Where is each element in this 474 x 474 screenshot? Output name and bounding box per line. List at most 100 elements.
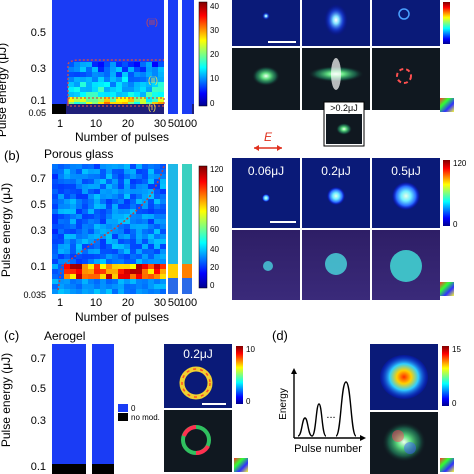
panel-b-heat-cell <box>160 179 166 184</box>
panel-d: (d) Energy Pulse number ... 15 0 <box>272 328 461 474</box>
panel-a-heat-cell <box>128 67 134 72</box>
panel-b-title: Porous glass <box>44 147 113 161</box>
panel-b-heat-cell <box>106 184 112 189</box>
panel-b-heat-cell <box>160 164 166 169</box>
panel-b-heat-cell <box>100 214 106 219</box>
panel-b-heat-cell <box>154 274 160 279</box>
panel-b-heat-cell <box>106 269 112 274</box>
panel-b-cbar-tick: 80 <box>210 205 219 214</box>
panel-b-heat-cell <box>142 249 148 254</box>
panel-b-heat-cell <box>124 269 130 274</box>
panel-b-heat-cell <box>154 284 160 289</box>
panel-b-heat-cell <box>82 169 88 174</box>
panel-b-heat-cell <box>154 204 160 209</box>
panel-b-heat-cell <box>112 264 118 269</box>
panel-b-heat-cell <box>58 244 64 249</box>
panel-a-heat-cell <box>122 97 128 102</box>
panel-c-heatmap-left <box>52 344 86 474</box>
panel-b-threshold-curve <box>57 165 165 291</box>
panel-b-xlabel: Number of pulses <box>75 310 169 324</box>
panel-b-heat-cell <box>118 199 124 204</box>
panel-b-heat-cell <box>88 264 94 269</box>
panel-a-image-2-spot <box>324 4 348 36</box>
panel-c-image-label: 0.2μJ <box>183 347 213 361</box>
panel-b-heat-cell <box>82 179 88 184</box>
panel-b-heat-cell <box>100 179 106 184</box>
panel-b-heat-cell <box>136 244 142 249</box>
panel-b-heat-cell <box>112 179 118 184</box>
panel-b-heat-cell <box>130 164 136 169</box>
panel-b-heat-cell <box>70 219 76 224</box>
panel-b-heat-cell <box>88 204 94 209</box>
panel-b-heat-cell <box>148 284 154 289</box>
panel-b-heat-cell <box>130 284 136 289</box>
panel-a-cbar-tick: 0 <box>210 99 215 108</box>
panel-a-heat-cell <box>128 72 134 77</box>
panel-b-heat-cell <box>142 269 148 274</box>
panel-b-heat-cell <box>70 234 76 239</box>
panel-b-cbar-tick: 60 <box>210 225 219 234</box>
panel-b-heat-cell <box>106 204 112 209</box>
panel-b-heat-cell <box>112 289 118 294</box>
panel-b-heat-cell <box>100 169 106 174</box>
panel-b-heat-cell <box>52 244 58 249</box>
panel-b-heat-cell <box>160 174 166 179</box>
panel-b-heat-cell <box>76 194 82 199</box>
panel-b-colorbar <box>198 165 208 289</box>
panel-b-heat-cell <box>136 259 142 264</box>
panel-b-heat-cell <box>70 179 76 184</box>
panel-b-heat-cell <box>76 274 82 279</box>
panel-b-heat-cell <box>64 169 70 174</box>
panel-a-heat-cell <box>146 87 152 92</box>
panel-b-heat-cell <box>88 184 94 189</box>
panel-b-heat-cell <box>112 169 118 174</box>
panel-b-heat-cell <box>58 224 64 229</box>
panel-b-heat-cell <box>136 279 142 284</box>
panel-a-heat-cell <box>86 82 92 87</box>
panel-d-image-2-red <box>392 430 404 442</box>
panel-a-heat-cell <box>92 82 98 87</box>
panel-a-heat-cell <box>134 82 140 87</box>
panel-b-heat-cell <box>160 184 166 189</box>
panel-b-heat-cell <box>88 164 94 169</box>
panel-a-heat-cell <box>134 62 140 67</box>
panel-a-heat-cell <box>110 72 116 77</box>
panel-a-heat-cell <box>80 62 86 67</box>
panel-b-heat-cell <box>136 249 142 254</box>
panel-a-heat-cell <box>86 87 92 92</box>
panel-b-heat-cell <box>88 274 94 279</box>
panel-b-heat-cell <box>52 264 58 269</box>
panel-b-heat-cell <box>76 224 82 229</box>
panel-b-heat-cell <box>88 284 94 289</box>
panel-b-heat-cell <box>100 289 106 294</box>
panel-b-heat-cell <box>70 274 76 279</box>
panel-c-title: Aerogel <box>44 329 85 343</box>
panel-a-heat-cell <box>68 92 74 97</box>
panel-b-heat-cell <box>154 209 160 214</box>
panel-b-heat-cell <box>70 214 76 219</box>
panel-b-heat-cell <box>148 164 154 169</box>
panel-a-heat-cell <box>134 67 140 72</box>
panel-a-heat-cell <box>104 87 110 92</box>
panel-c-image-2-ring-red <box>182 425 197 437</box>
panel-b-heat-cell <box>136 269 142 274</box>
panel-d-color-wheel-icon <box>440 458 454 472</box>
panel-b-heat-cell <box>142 184 148 189</box>
panel-b-heat-cell <box>100 189 106 194</box>
panel-b-heat-cell <box>52 204 58 209</box>
panel-b-image-label: 0.5μJ <box>391 164 421 178</box>
panel-b-heat-cell <box>70 169 76 174</box>
panel-b-heat-cell <box>106 224 112 229</box>
panel-b-heat-cell <box>88 259 94 264</box>
panel-b-heat-cell <box>58 289 64 294</box>
panel-b-heat-cell <box>100 164 106 169</box>
panel-b-image-2-spot <box>327 187 345 205</box>
panel-b-ytick: 0.7 <box>31 173 46 185</box>
panel-b-heat-cell <box>94 264 100 269</box>
panel-a-heat-cell <box>116 77 122 82</box>
panel-b-heat-cell <box>76 204 82 209</box>
panel-b-heat-cell <box>70 239 76 244</box>
panel-b-heat-cell <box>112 219 118 224</box>
panel-b-ytick: 0.3 <box>31 225 46 237</box>
panel-a-heat-cell <box>68 62 74 67</box>
